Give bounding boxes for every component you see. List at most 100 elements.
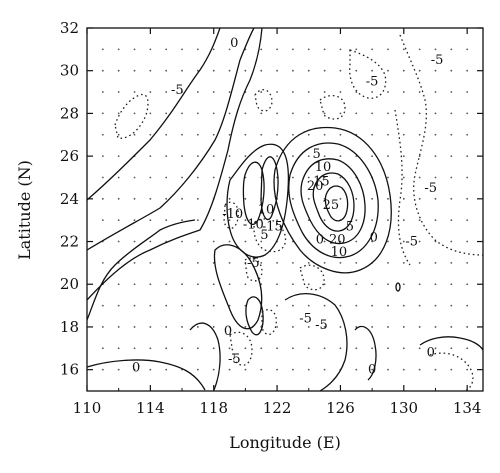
y-axis-title: Latitude (N) [15,160,34,260]
grid-point [323,112,326,115]
grid-point [244,219,247,222]
grid-point [418,48,421,51]
grid-point [212,133,215,136]
grid-point [371,197,374,200]
grid-point [133,240,136,243]
contour-line [242,161,265,225]
grid-point [434,283,437,286]
x-tick-label: 118 [199,399,228,417]
grid-point [117,240,120,243]
grid-point [165,176,168,179]
grid-point [371,219,374,222]
grid-point [196,283,199,286]
grid-point [149,304,152,307]
grid-point [165,368,168,371]
grid-point [181,133,183,136]
grid-point [339,176,342,179]
grid-point [244,347,247,350]
grid-point [323,91,326,93]
grid-point [212,326,215,328]
grid-point [101,347,104,350]
contour-label: 20 [307,179,324,194]
grid-point [212,91,215,93]
grid-point [450,133,453,136]
contour-line [284,293,348,392]
grid-point [418,347,421,350]
grid-point [165,304,168,307]
contour-line [312,172,355,232]
grid-point [323,219,326,222]
contour-label: 5 [346,220,354,235]
grid-point [133,197,136,200]
grid-point [466,176,469,179]
grid-point [402,112,405,115]
grid-point [371,347,374,350]
grid-point [260,368,263,371]
grid-point [244,240,247,243]
contour-line [86,219,196,321]
grid-point [339,112,342,115]
grid-point [307,112,310,115]
grid-point [434,197,437,200]
grid-point [117,69,120,72]
grid-point [276,219,278,222]
grid-point [402,240,405,243]
grid-point [450,91,453,93]
grid-point [292,176,294,179]
contour-label: -5 [299,311,312,326]
grid-point [117,197,120,200]
grid-point [466,69,469,72]
grid-point [466,112,469,115]
grid-point [101,219,104,222]
grid-point [276,368,278,371]
contour-label: 0 [370,230,378,245]
grid-point [323,48,326,51]
grid-point [292,91,294,93]
grid-point [466,197,469,200]
x-axis-title: Longitude (E) [229,433,341,452]
grid-point [387,133,389,136]
grid-point [355,112,358,115]
contour-label: -5 [405,235,418,250]
grid-point [212,304,215,307]
grid-point [165,155,168,158]
grid-point [181,347,183,350]
grid-point [450,326,453,328]
grid-point [117,219,120,222]
grid-point [466,48,469,51]
grid-point [434,112,437,115]
y-tick-label: 16 [60,361,79,379]
grid-point [212,176,215,179]
grid-point [133,133,136,136]
grid-point [196,91,199,93]
grid-point [149,69,152,72]
grid-point [149,368,152,371]
contour-label: 10 [258,203,275,218]
grid-point [101,155,104,158]
grid-point [387,219,389,222]
grid-point [212,347,215,350]
grid-point [212,368,215,371]
grid-point [244,197,247,200]
contour-line [245,296,264,336]
grid-point [323,368,326,371]
contour-label: -15 [262,220,283,235]
grid-point [292,48,294,51]
grid-point [212,112,215,115]
grid-point [466,304,469,307]
grid-point [228,176,231,179]
grid-point [402,261,405,264]
grid-point [133,69,136,72]
grid-point [371,155,374,158]
grid-point [117,48,120,51]
grid-point [292,133,294,136]
grid-point [244,112,247,115]
contour-label: 10 [315,160,332,175]
grid-point [181,219,183,222]
y-tick-label: 22 [60,233,79,251]
grid-point [181,240,183,243]
grid-point [339,155,342,158]
contour-line [86,27,255,251]
grid-point [402,347,405,350]
